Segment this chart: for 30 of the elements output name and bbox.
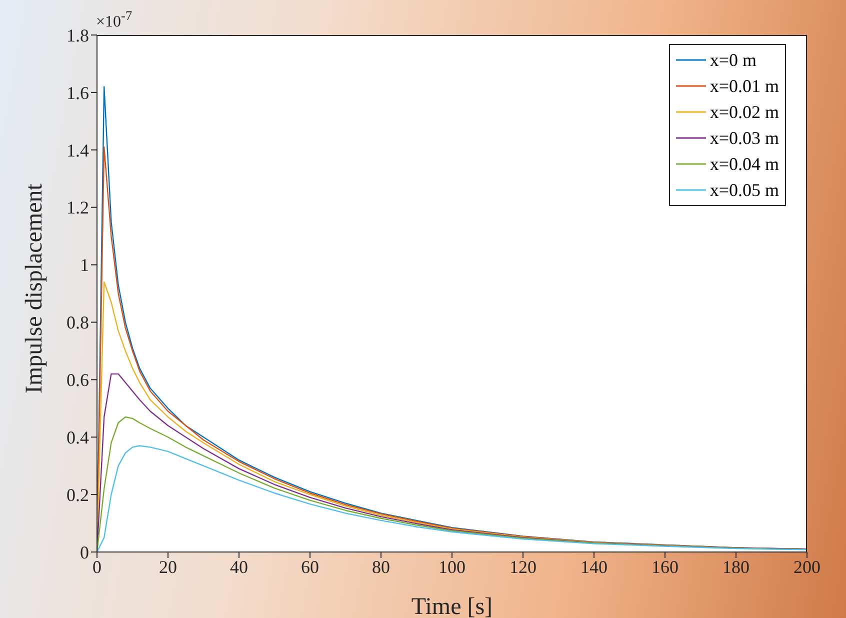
text: ×10$^{-7}$ — [96, 8, 132, 32]
x-tick-label: 160 — [652, 556, 678, 577]
y-tick-label: 0.2 — [66, 484, 89, 505]
legend-label: x=0.02 m — [710, 102, 779, 122]
legend-label: x=0.03 m — [710, 128, 779, 148]
x-tick-label: 100 — [438, 556, 466, 577]
y-tick-label: 0.6 — [66, 370, 89, 390]
y-tick-label: 1.4 — [66, 140, 89, 160]
legend-label: x=0 m — [710, 50, 756, 70]
legend-label: x=0.04 m — [710, 154, 779, 174]
legend-label: x=0.05 m — [710, 180, 779, 200]
y-axis-title: Impulse displacement — [22, 183, 48, 394]
y-tick-label: 0.8 — [66, 312, 89, 333]
x-tick-label: 60 — [301, 556, 319, 577]
x-tick-label: 40 — [230, 556, 248, 577]
x-tick-label: 120 — [510, 556, 536, 577]
x-tick-label: 200 — [794, 556, 820, 577]
y-tick-label: 1 — [80, 255, 89, 276]
x-tick-label: 140 — [580, 556, 608, 577]
y-tick-label: 1.6 — [66, 82, 89, 103]
x-tick-label: 20 — [159, 556, 177, 577]
legend-label: x=0.01 m — [710, 76, 779, 96]
x-tick-label: 180 — [722, 556, 750, 577]
x-tick-label: 0 — [92, 556, 102, 577]
y-tick-label: 0.4 — [66, 428, 89, 448]
x-axis-title: Time [s] — [411, 594, 493, 618]
y-tick-label: 0 — [80, 542, 89, 562]
y-tick-label: 1.2 — [66, 198, 89, 218]
y-tick-label: 1.8 — [66, 25, 89, 46]
x-tick-label: 80 — [372, 556, 390, 577]
